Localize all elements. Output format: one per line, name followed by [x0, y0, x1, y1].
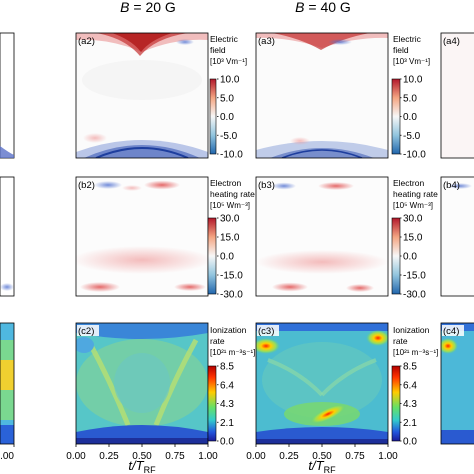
panel-label: (c2)	[78, 326, 94, 337]
colorbar-tick-label-a: 10.0	[403, 75, 423, 86]
colorbar-title-a-1: Electric	[393, 34, 422, 44]
colorbar-tick-label-a: -10.0	[220, 150, 243, 161]
panel-b2	[75, 176, 209, 297]
colorbar-tick-label-c: 6.4	[403, 380, 417, 391]
x-tick-label: 0.75	[345, 451, 365, 462]
colorbar-tick-label-b: -15.0	[403, 271, 426, 282]
x-tick-label: 1.00	[198, 451, 218, 462]
colorbar-title2-a-0: field	[210, 45, 226, 55]
colorbar-tick-label-c: 6.4	[220, 380, 234, 391]
colorbar-tick-label-b: -30.0	[220, 290, 243, 301]
colorbar-unit-c-1: [10²¹ m⁻³s⁻¹]	[393, 348, 438, 357]
colorbar-title2-b-0: heating rate	[210, 189, 255, 199]
x-tick-label-left: 1.00	[0, 451, 14, 462]
x-tick-label: 0.00	[66, 451, 86, 462]
colorbar-tick-label-b: 15.0	[403, 233, 423, 244]
colorbar-tick-label-c: 4.3	[403, 399, 417, 410]
panel-c2	[75, 322, 209, 445]
panel-b3	[255, 176, 389, 297]
colorbar-unit-a-0: [10³ Vm⁻¹]	[210, 57, 247, 66]
panel-label-bg	[257, 325, 279, 336]
colorbar-unit-a-1: [10³ Vm⁻¹]	[393, 57, 430, 66]
panel-label: (a4)	[443, 36, 460, 47]
panel-c3	[255, 322, 389, 445]
colorbar-tick-label-b: 0.0	[220, 252, 234, 263]
colorbar-tick-label-a: -5.0	[220, 131, 238, 142]
colorbar-tick-label-c: 2.1	[220, 418, 234, 429]
panel-label-bg	[77, 325, 99, 336]
colorbar-tick-label-c: 8.5	[220, 362, 234, 373]
colorbar-tick-label-b: 15.0	[220, 233, 240, 244]
panel-label-bg	[442, 325, 464, 336]
panel-c1-partial	[0, 322, 15, 445]
colorbar-tick-label-b: 30.0	[220, 214, 240, 225]
colorbar-tick-label-a: 0.0	[403, 112, 417, 123]
colorbar-tick-label-a: -5.0	[403, 131, 421, 142]
column-header-20g: B = 20 G	[120, 0, 176, 15]
colorbar-tick-label-b: -15.0	[220, 271, 243, 282]
colorbar-title2-c-0: rate	[210, 336, 225, 346]
panel-label: (a3)	[258, 36, 275, 47]
colorbar-unit-c-0: [10²¹ m⁻³s⁻¹]	[210, 348, 255, 357]
x-tick-label: 0.50	[312, 451, 332, 462]
colorbar-title2-a-1: field	[393, 45, 409, 55]
colorbar-tick-label-b: 0.0	[403, 252, 417, 263]
colorbar-title-c-1: Ionization	[393, 325, 430, 335]
panel-label: (b4)	[443, 180, 460, 191]
x-axis-label: t/TRF	[128, 458, 156, 474]
panel-c4-partial	[440, 322, 474, 445]
colorbar-tick-label-c: 8.5	[403, 362, 417, 373]
panel-b4-partial	[440, 176, 474, 297]
panel-label: (a2)	[78, 36, 95, 47]
colorbar-tick-label-a: 0.0	[220, 112, 234, 123]
panel-a1-partial	[0, 32, 15, 159]
colorbar-tick-label-a: 10.0	[220, 75, 240, 86]
x-tick-label: 1.00	[378, 451, 398, 462]
x-tick-label: 0.25	[99, 451, 119, 462]
colorbar-title-b-0: Electron	[210, 178, 241, 188]
x-axis-label: t/TRF	[308, 458, 336, 474]
colorbar-title-c-0: Ionization	[210, 325, 247, 335]
x-tick-label: 0.25	[279, 451, 299, 462]
panel-b1-partial	[0, 176, 15, 297]
panel-label: (b3)	[258, 180, 275, 191]
colorbar-a-left	[209, 78, 217, 155]
colorbar-tick-label-c: 0.0	[220, 437, 234, 448]
colorbar-unit-b-1: [10⁵ Wm⁻³]	[393, 201, 433, 210]
x-tick-label: 0.75	[165, 451, 185, 462]
colorbar-tick-label-c: 4.3	[220, 399, 234, 410]
colorbar-tick-label-a: 5.0	[403, 93, 417, 104]
x-tick-label: 0.50	[132, 451, 152, 462]
colorbar-title2-b-1: heating rate	[393, 189, 438, 199]
colorbar-title2-c-1: rate	[393, 336, 408, 346]
colorbar-tick-label-b: 30.0	[403, 214, 423, 225]
panel-a4-partial	[440, 32, 474, 159]
colorbar-a	[391, 78, 401, 155]
colorbar-tick-label-a: 5.0	[220, 93, 234, 104]
colorbar-title-a-0: Electric	[210, 34, 239, 44]
panel-a2	[75, 32, 209, 159]
colorbar-tick-label-c: 0.0	[403, 437, 417, 448]
colorbar-unit-b-0: [10⁵ Wm⁻³]	[210, 201, 250, 210]
colorbar-tick-label-a: -10.0	[403, 150, 426, 161]
column-header-40g: B = 40 G	[295, 0, 351, 15]
colorbar-tick-label-c: 2.1	[403, 418, 417, 429]
panel-label: (c3)	[258, 326, 274, 337]
colorbar-tick-label-b: -30.0	[403, 290, 426, 301]
x-tick-label: 0.00	[246, 451, 266, 462]
panel-a3	[255, 32, 389, 159]
colorbar-title-b-1: Electron	[393, 178, 424, 188]
panel-label: (b2)	[78, 180, 95, 191]
panel-label: (c4)	[443, 326, 459, 337]
